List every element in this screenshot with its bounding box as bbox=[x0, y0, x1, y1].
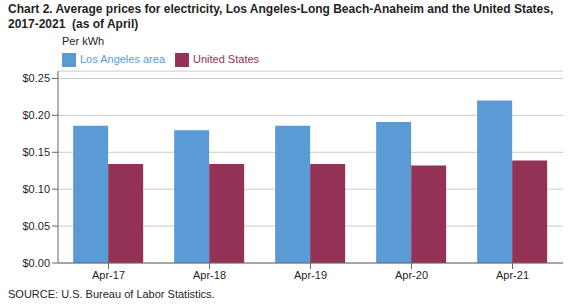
svg-text:Apr-21: Apr-21 bbox=[496, 269, 529, 281]
svg-text:Apr-18: Apr-18 bbox=[193, 269, 226, 281]
svg-text:$0.10: $0.10 bbox=[22, 183, 50, 195]
svg-text:$0.15: $0.15 bbox=[22, 146, 50, 158]
svg-text:Apr-17: Apr-17 bbox=[92, 269, 125, 281]
svg-text:$0.25: $0.25 bbox=[22, 72, 50, 84]
html-text:Per kWh: Per kWh bbox=[62, 35, 105, 47]
svg-text:Apr-19: Apr-19 bbox=[294, 269, 327, 281]
svg-text:Apr-20: Apr-20 bbox=[395, 269, 428, 281]
html-text:Los Angeles area: Los Angeles area bbox=[80, 53, 165, 65]
html-text:SOURCE: U.S. Bureau of Labor S: SOURCE: U.S. Bureau of Labor Statistics. bbox=[8, 288, 215, 300]
svg-text:$0.20: $0.20 bbox=[22, 109, 50, 121]
svg-text:$0.00: $0.00 bbox=[22, 257, 50, 269]
html-text:United States: United States bbox=[193, 53, 260, 65]
svg-text:$0.05: $0.05 bbox=[22, 220, 50, 232]
html-text:Chart 2. Average prices for el: Chart 2. Average prices for electricity,… bbox=[8, 2, 557, 31]
